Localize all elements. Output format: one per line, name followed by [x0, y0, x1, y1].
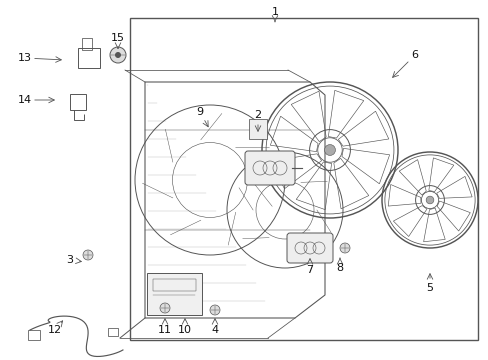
Bar [153, 279, 196, 291]
Bar [130, 18, 477, 340]
Text: 7: 7 [306, 265, 313, 275]
FancyBboxPatch shape [286, 233, 332, 263]
Circle shape [160, 303, 170, 313]
Text: 5: 5 [426, 283, 433, 293]
Bar [70, 94, 86, 110]
Text: 9: 9 [196, 107, 203, 117]
Text: 13: 13 [18, 53, 32, 63]
Text: 15: 15 [111, 33, 125, 43]
Text: 4: 4 [211, 325, 218, 335]
Text: 8: 8 [336, 263, 343, 273]
Circle shape [339, 243, 349, 253]
Text: 6: 6 [411, 50, 418, 60]
Circle shape [425, 196, 433, 204]
Text: 1: 1 [271, 7, 278, 17]
Text: 12: 12 [48, 325, 62, 335]
Bar [78, 48, 100, 68]
FancyBboxPatch shape [248, 119, 266, 139]
Bar [28, 330, 40, 340]
Bar [82, 38, 92, 50]
Circle shape [324, 145, 335, 156]
Text: 11: 11 [158, 325, 172, 335]
Text: 2: 2 [254, 110, 261, 120]
Bar [108, 328, 118, 336]
Bar [147, 273, 202, 315]
Circle shape [110, 47, 126, 63]
Text: 10: 10 [178, 325, 192, 335]
Circle shape [83, 250, 93, 260]
FancyBboxPatch shape [244, 151, 294, 185]
Text: 14: 14 [18, 95, 32, 105]
Text: 3: 3 [66, 255, 73, 265]
Circle shape [115, 52, 121, 58]
Circle shape [209, 305, 220, 315]
